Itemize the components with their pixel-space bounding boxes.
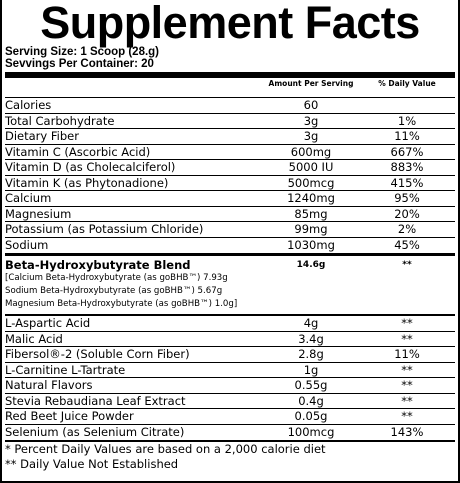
amount: 99mg <box>294 222 328 236</box>
daily-value: ** <box>401 378 413 392</box>
daily-value: 11% <box>394 347 420 361</box>
amount: 2.8g <box>298 347 324 361</box>
footnote: * Percent Daily Values are based on a 2,… <box>5 442 326 456</box>
daily-value: 11% <box>394 129 420 143</box>
ingredient-name: Calories <box>5 98 52 112</box>
row: Sodium 1030mg 45% <box>5 238 455 254</box>
amount: 3g <box>303 129 319 143</box>
ingredient-name: Selenium (as Selenium Citrate) <box>5 424 185 439</box>
amount: 1g <box>303 362 319 377</box>
daily-value <box>359 98 455 113</box>
daily-value: 143% <box>390 424 424 439</box>
amount: 0.55g <box>294 378 328 392</box>
row: L-Carnitine L-Tartrate 1g ** <box>5 362 455 378</box>
row: Magnesium 85mg 20% <box>5 206 455 222</box>
blend-name: Beta-Hydroxybutyrate Blend <box>5 258 191 272</box>
row: Malic Acid 3.4g ** <box>5 331 455 347</box>
title: Supplement Facts <box>40 0 420 48</box>
ingredient-name: Potassium (as Potassium Chloride) <box>5 222 204 236</box>
daily-value: 1% <box>397 113 417 128</box>
row: Potassium (as Potassium Chloride) 99mg 2% <box>5 222 455 238</box>
ingredient-name: Vitamin K (as Phytonadione) <box>5 175 169 190</box>
header-row: Amount Per Serving % Daily Value <box>5 78 455 98</box>
amount: 5000 IU <box>288 160 334 174</box>
thick-rule <box>5 72 455 78</box>
row: Vitamin C (Ascorbic Acid) 600mg 667% <box>5 144 455 160</box>
ingredient-name: Calcium <box>5 191 52 205</box>
ingredient-name: Vitamin D (as Cholecalciferol) <box>5 160 176 174</box>
daily-value: ** <box>401 316 413 330</box>
footnote: ** Daily Value Not Established <box>5 457 179 471</box>
blend-amount: 14.6g <box>296 260 326 270</box>
amount: 3g <box>303 113 319 128</box>
amount: 3.4g <box>298 331 324 346</box>
daily-value: 2% <box>397 222 417 236</box>
amount: 4g <box>303 316 319 330</box>
amount: 1240mg <box>287 191 335 205</box>
row: Natural Flavors 0.55g ** <box>5 378 455 394</box>
daily-value: ** <box>401 362 413 377</box>
daily-value: ** <box>401 409 413 423</box>
amount: 0.4g <box>298 393 324 408</box>
ingredient-name: Sodium <box>5 237 49 252</box>
thick-rule <box>5 253 455 256</box>
blend-dv: ** <box>402 260 412 270</box>
row: Fibersol®-2 (Soluble Corn Fiber) 2.8g 11% <box>5 347 455 363</box>
thick-rule <box>5 440 455 442</box>
daily-value: 95% <box>394 191 420 205</box>
serving-size: Serving Size: 1 Scoop (28.g) <box>5 46 160 58</box>
row: Stevia Rebaudiana Leaf Extract 0.4g ** <box>5 393 455 409</box>
servings-per-container: Sevvings Per Container: 20 <box>5 58 154 70</box>
row: Red Beet Juice Powder 0.05g ** <box>5 409 455 425</box>
blend: Beta-Hydroxybutyrate Blend 14.6g ** [Cal… <box>5 256 455 314</box>
ingredient-name: Stevia Rebaudiana Leaf Extract <box>5 393 186 408</box>
daily-value: 667% <box>390 144 424 159</box>
blend-item: Magnesium Beta-Hydroxybutyrate (as goBHB… <box>5 299 238 309</box>
row: Vitamin D (as Cholecalciferol) 5000 IU 883… <box>5 160 455 176</box>
ingredient-name: Malic Acid <box>5 331 63 346</box>
blend-item: Sodium Beta-Hydroxybutyrate (as goBHB™) … <box>5 286 223 296</box>
ingredient-name: L-Carnitine L-Tartrate <box>5 362 126 377</box>
daily-value: 20% <box>394 206 420 221</box>
ingredient-name: Total Carbohydrate <box>5 113 115 128</box>
daily-value: ** <box>401 393 413 408</box>
nutrient-rows: Calories 60 Total Carbohydrate 3g 1% Dietary … <box>5 98 455 253</box>
daily-value: ** <box>401 331 413 346</box>
daily-value: 415% <box>390 175 424 190</box>
ingredient-name: Red Beet Juice Powder <box>5 409 134 423</box>
daily-value: 883% <box>390 160 424 174</box>
blend-item: [Calcium Beta-Hydroxybutyrate (as goBHB™… <box>5 273 228 283</box>
header-dv: % Daily Value <box>378 79 436 88</box>
row: Vitamin K (as Phytonadione) 500mcg 415% <box>5 175 455 191</box>
ingredient-name: Natural Flavors <box>5 378 93 392</box>
ingredient-name: Dietary Fiber <box>5 129 79 143</box>
row: Calories 60 <box>5 98 455 114</box>
amount: 600mg <box>290 144 332 159</box>
amount: 85mg <box>294 206 328 221</box>
row: Dietary Fiber 3g 11% <box>5 129 455 145</box>
amount: 500mcg <box>287 175 335 190</box>
row: Total Carbohydrate 3g 1% <box>5 113 455 129</box>
row: L-Aspartic Acid 4g ** <box>5 316 455 332</box>
thick-rule <box>5 314 455 316</box>
ingredient-name: Fibersol®-2 (Soluble Corn Fiber) <box>5 347 190 361</box>
ingredient-name: Magnesium <box>5 206 72 221</box>
header-amount: Amount Per Serving <box>268 79 354 88</box>
row: Calcium 1240mg 95% <box>5 191 455 207</box>
amount: 60 <box>303 98 319 112</box>
amount: 0.05g <box>294 409 328 423</box>
ingredient-name: L-Aspartic Acid <box>5 316 91 330</box>
amount: 100mcg <box>287 424 335 439</box>
row: Selenium (as Selenium Citrate) 100mcg 143% <box>5 425 455 441</box>
ingredient-rows: L-Aspartic Acid 4g ** Malic Acid 3.4g ** Fiber… <box>5 316 455 440</box>
daily-value: 45% <box>394 237 420 252</box>
ingredient-name: Vitamin C (Ascorbic Acid) <box>5 144 151 159</box>
amount: 1030mg <box>287 237 335 252</box>
